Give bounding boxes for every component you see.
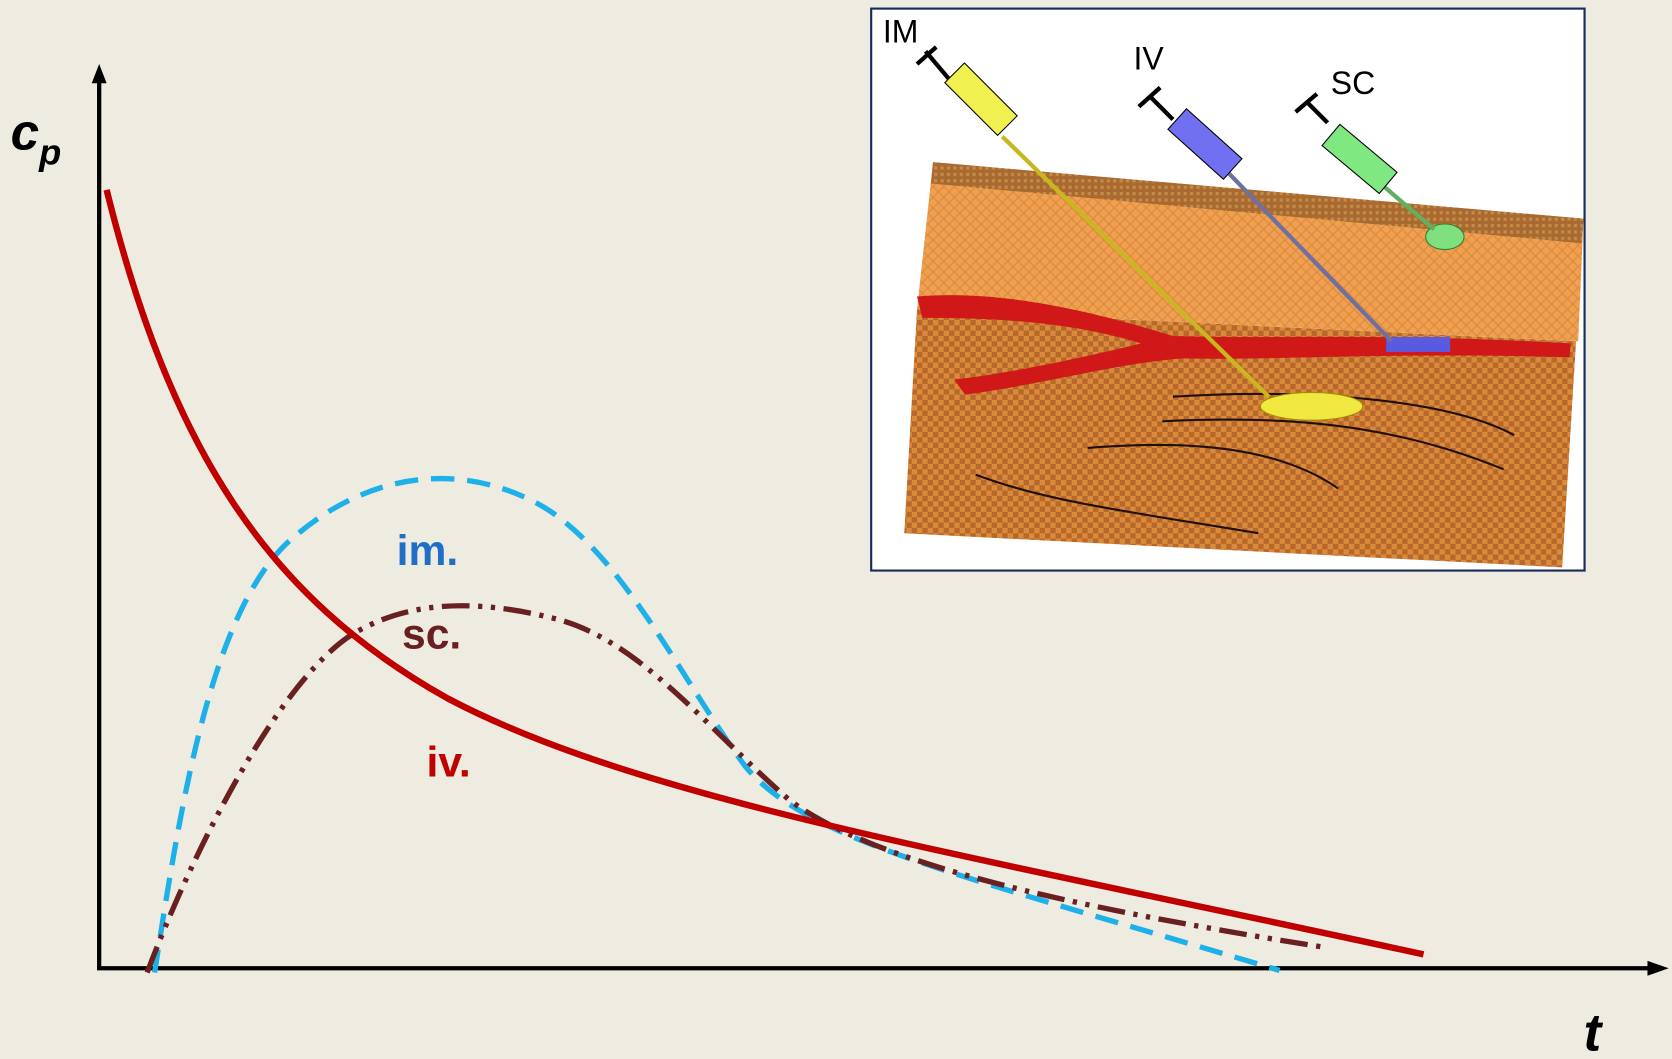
im-inset-label: IM	[883, 14, 919, 50]
sc-label: sc.	[402, 610, 461, 658]
diagram: cp t im. sc. iv.	[0, 0, 1672, 1059]
iv-depot	[1386, 337, 1450, 352]
sc-curve	[147, 606, 1322, 973]
y-label-main: c	[11, 103, 39, 160]
y-arrow	[92, 64, 107, 83]
y-label-subscript: p	[38, 131, 61, 172]
inset: IM IV SC	[871, 9, 1584, 571]
iv-label: iv.	[427, 738, 471, 786]
im-label: im.	[397, 527, 459, 575]
y-label: cp	[11, 103, 62, 172]
x-label: t	[1583, 1003, 1603, 1059]
iv-inset-label: IV	[1134, 40, 1165, 76]
page: cp t im. sc. iv.	[0, 0, 1672, 1059]
im-depot	[1260, 392, 1362, 420]
sc-inset-label: SC	[1331, 65, 1375, 101]
x-arrow	[1647, 961, 1668, 976]
